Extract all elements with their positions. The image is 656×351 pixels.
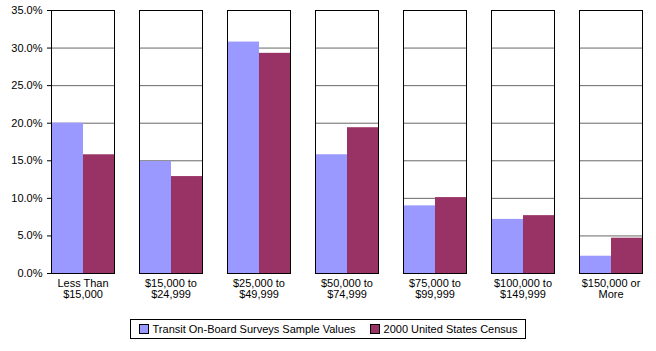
svg-text:20.0%: 20.0% — [11, 117, 42, 129]
svg-text:$50,000 to$74,999: $50,000 to$74,999 — [321, 277, 373, 300]
html-text:2000 United States Census: 2000 United States Census — [383, 323, 518, 335]
svg-text:$75,000 to$99,999: $75,000 to$99,999 — [409, 277, 461, 300]
svg-text:35.0%: 35.0% — [11, 4, 42, 16]
svg-text:15.0%: 15.0% — [11, 154, 42, 166]
svg-text:10.0%: 10.0% — [11, 192, 42, 204]
svg-text:$100,000 to$149,999: $100,000 to$149,999 — [494, 277, 552, 300]
svg-text:$150,000 orMore: $150,000 orMore — [582, 277, 641, 300]
svg-text:$25,000 to$49,999: $25,000 to$49,999 — [233, 277, 285, 300]
svg-text:$15,000 to$24,999: $15,000 to$24,999 — [145, 277, 197, 300]
svg-text:0.0%: 0.0% — [17, 267, 42, 279]
html-text:Transit On-Board Surveys Sampl: Transit On-Board Surveys Sample Values — [152, 323, 356, 335]
svg-text:5.0%: 5.0% — [17, 229, 42, 241]
svg-text:Less Than$15,000: Less Than$15,000 — [57, 277, 108, 300]
svg-text:25.0%: 25.0% — [11, 79, 42, 91]
svg-text:30.0%: 30.0% — [11, 42, 42, 54]
